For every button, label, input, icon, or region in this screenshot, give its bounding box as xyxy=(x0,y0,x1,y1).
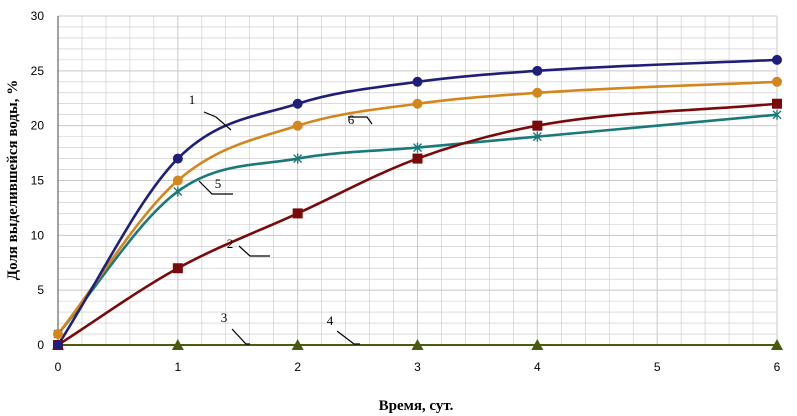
series-2-point xyxy=(772,98,782,109)
y-tick-label: 30 xyxy=(31,9,45,23)
x-tick-label: 2 xyxy=(294,360,301,374)
series-3-callout-label: 3 xyxy=(221,310,228,325)
series-2-callout-label: 2 xyxy=(227,236,234,251)
series-1-point xyxy=(532,65,543,76)
series-4-callout-label: 4 xyxy=(327,313,334,328)
series-2-point xyxy=(292,208,303,219)
x-tick-label: 3 xyxy=(414,360,421,374)
series-1-point xyxy=(772,54,782,65)
series-callouts: 1 6 5 2 3 4 xyxy=(189,92,373,345)
series-5-point xyxy=(772,109,782,120)
series-1-point xyxy=(412,76,423,87)
series-6-point xyxy=(532,87,543,98)
series-5-point xyxy=(532,131,542,142)
series-6-line xyxy=(56,80,779,336)
x-tick-label: 4 xyxy=(534,360,541,374)
x-tick-label: 5 xyxy=(654,360,661,374)
series-4-point xyxy=(411,339,424,350)
series-2-point xyxy=(172,263,183,274)
series-1-callout-line xyxy=(203,111,232,131)
series-6-callout-label: 6 xyxy=(348,112,355,127)
y-axis-label: Доля выделившейся воды, % xyxy=(5,80,21,280)
series-4-point xyxy=(531,339,544,350)
series-6-point xyxy=(172,175,183,186)
series-1-point xyxy=(292,98,303,109)
series-4-point xyxy=(771,339,783,350)
series-5-point xyxy=(173,186,183,197)
grid xyxy=(57,15,778,346)
series-lines xyxy=(56,58,779,347)
series-4-point xyxy=(171,339,184,350)
y-tick-label: 15 xyxy=(31,174,45,188)
series-2-line xyxy=(56,102,779,347)
series-6-point xyxy=(772,76,782,87)
series-1-callout-label: 1 xyxy=(189,92,196,107)
series-6-point xyxy=(412,98,423,109)
series-2-point xyxy=(412,153,423,164)
series-markers xyxy=(52,54,783,350)
x-tick-label: 1 xyxy=(174,360,181,374)
series-1-point xyxy=(53,340,63,350)
x-tick-label: 0 xyxy=(55,360,62,374)
series-5-callout-label: 5 xyxy=(215,176,222,191)
series-6-callout-line xyxy=(348,116,373,125)
series-5-point xyxy=(413,142,422,153)
y-tick-label: 20 xyxy=(31,119,45,133)
y-tick-label: 0 xyxy=(37,338,44,352)
y-tick-label: 10 xyxy=(31,228,45,242)
y-tick-label: 5 xyxy=(37,283,44,297)
series-2-callout-line xyxy=(238,245,270,257)
series-5-callout-line xyxy=(198,180,233,195)
y-tick-label: 25 xyxy=(31,64,45,78)
series-4-point xyxy=(291,339,304,350)
series-1-point xyxy=(172,153,183,164)
series-4-callout-line xyxy=(336,330,360,345)
series-5-point xyxy=(293,153,303,164)
series-5-line xyxy=(56,113,779,336)
series-1-line xyxy=(56,58,779,347)
x-axis-label: Время, сут. xyxy=(379,398,454,414)
series-3-callout-line xyxy=(231,328,250,345)
series-6-point xyxy=(292,120,303,131)
x-tick-label: 6 xyxy=(774,360,781,374)
series-2-point xyxy=(532,120,543,131)
series-6-point xyxy=(53,329,63,340)
